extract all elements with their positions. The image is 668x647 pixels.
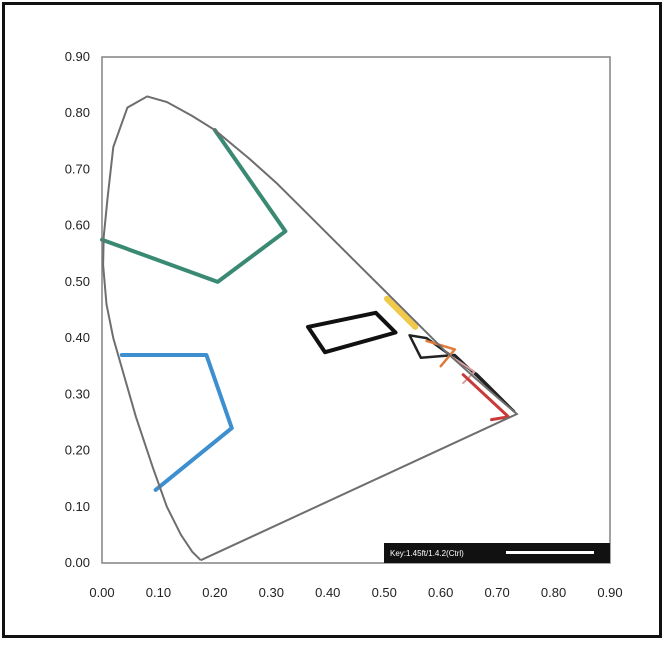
x-tick-label: 0.70 <box>484 585 509 600</box>
gamut-region-4 <box>384 295 419 330</box>
y-tick-label: 0.10 <box>65 499 90 514</box>
legend-scale-bar <box>506 551 594 554</box>
gamut-region-8 <box>461 373 510 422</box>
x-tick-label: 0.00 <box>89 585 114 600</box>
x-tick-label: 0.40 <box>315 585 340 600</box>
y-tick-label: 0.00 <box>65 555 90 570</box>
gamut-region-5 <box>408 334 516 413</box>
y-tick-label: 0.50 <box>65 274 90 289</box>
legend-key: Key:1.45ft/1.4.2(Ctrl) <box>384 543 610 563</box>
gamut-region-3 <box>306 310 398 355</box>
gamut-region-1 <box>100 128 288 284</box>
y-tick-label: 0.60 <box>65 218 90 233</box>
x-tick-label: 0.90 <box>597 585 622 600</box>
x-tick-label: 0.80 <box>541 585 566 600</box>
y-tick-label: 0.80 <box>65 105 90 120</box>
gamut-region-6 <box>425 339 457 368</box>
x-tick-label: 0.50 <box>372 585 397 600</box>
x-tick-label: 0.10 <box>146 585 171 600</box>
legend-background <box>384 543 610 563</box>
x-tick-label: 0.20 <box>202 585 227 600</box>
y-tick-label: 0.30 <box>65 386 90 401</box>
plot-area-border <box>101 56 611 564</box>
y-tick-label: 0.90 <box>65 49 90 64</box>
spectrum-locus <box>102 95 519 562</box>
y-tick-label: 0.40 <box>65 330 90 345</box>
x-axis-ticks: 0.00 0.10 0.20 0.30 0.40 0.50 0.60 0.70 0.80 0.90 <box>89 585 622 600</box>
legend-text: Key:1.45ft/1.4.2(Ctrl) <box>390 549 464 558</box>
gamut-region-2 <box>119 353 234 492</box>
y-tick-label: 0.70 <box>65 161 90 176</box>
y-axis-ticks: 0.00 0.10 0.20 0.30 0.40 0.50 0.60 0.70 0.80 0.90 <box>65 49 90 570</box>
x-tick-label: 0.60 <box>428 585 453 600</box>
x-tick-label: 0.30 <box>259 585 284 600</box>
series-layer <box>100 128 516 492</box>
y-tick-label: 0.20 <box>65 443 90 458</box>
